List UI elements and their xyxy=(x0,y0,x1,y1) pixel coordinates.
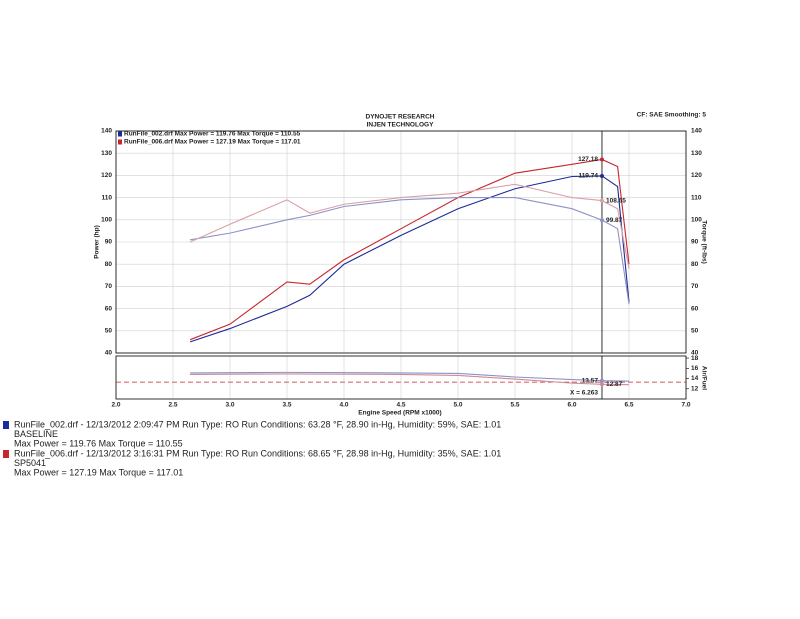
marker-dot xyxy=(599,382,604,387)
y-tick-label: 40 xyxy=(105,350,113,357)
y2-tick-label: 100 xyxy=(691,217,702,224)
x-tick-label: 2.0 xyxy=(111,402,120,409)
marker-label: 108.65 xyxy=(606,197,626,204)
y2-tick-label: 130 xyxy=(691,150,702,157)
y2-tick-label: 70 xyxy=(691,283,699,290)
run-max: Max Power = 127.19 Max Torque = 117.01 xyxy=(14,467,183,477)
afr-axis-label: Air/Fuel xyxy=(700,366,707,390)
marker-label: 99.87 xyxy=(606,217,623,224)
y2-tick-label: 40 xyxy=(691,350,699,357)
marker-dot xyxy=(599,378,604,383)
run-header: RunFile_006.drf - 12/13/2012 3:16:31 PM … xyxy=(14,448,501,458)
run-max: Max Power = 119.76 Max Torque = 110.55 xyxy=(14,438,183,448)
marker-label: 12.87 xyxy=(606,381,623,388)
plot-frame xyxy=(115,130,687,354)
y2-axis-label: Torque (ft-lbs) xyxy=(700,220,707,264)
legend-entry: RunFile_002.drf Max Power = 119.76 Max T… xyxy=(124,131,301,138)
x-tick-label: 3.5 xyxy=(282,402,291,409)
x-tick-label: 5.0 xyxy=(453,402,462,409)
series-line xyxy=(189,183,630,269)
y2-tick-label: 110 xyxy=(691,194,702,201)
marker-dot xyxy=(599,198,604,203)
y2-tick-label: 120 xyxy=(691,172,702,179)
chart-subtitle: INJEN TECHNOLOGY xyxy=(367,122,434,129)
y-tick-label: 90 xyxy=(105,239,113,246)
x-axis-label: Engine Speed (RPM x1000) xyxy=(358,410,441,417)
y-tick-label: 12 xyxy=(691,385,699,392)
x-tick-label: 6.5 xyxy=(624,402,633,409)
legend-swatch xyxy=(118,131,122,137)
y-tick-label: 80 xyxy=(105,261,113,268)
series-line xyxy=(190,373,630,386)
y-tick-label: 110 xyxy=(102,194,113,201)
y2-tick-label: 90 xyxy=(691,239,699,246)
y-tick-label: 120 xyxy=(101,172,112,179)
y-tick-label: 100 xyxy=(101,217,112,224)
y-tick-label: 50 xyxy=(105,328,113,335)
chart-title: DYNOJET RESEARCH xyxy=(366,114,435,121)
marker-dot xyxy=(599,173,604,178)
marker-dot xyxy=(599,157,604,162)
legend-swatch xyxy=(118,139,122,145)
x-tick-label: 7.0 xyxy=(681,402,690,409)
y-axis-label: Power (hp) xyxy=(94,225,101,259)
cursor-label: X = 6.263 xyxy=(570,390,598,397)
y-tick-label: 130 xyxy=(101,150,112,157)
y-tick-label: 16 xyxy=(691,365,699,372)
x-tick-label: 6.0 xyxy=(567,402,576,409)
run-name: SP5041 xyxy=(14,458,46,468)
y-tick-label: 60 xyxy=(105,305,113,312)
marker-label: 119.74 xyxy=(578,173,598,180)
y-tick-label: 70 xyxy=(105,283,113,290)
y-tick-label: 18 xyxy=(691,355,699,362)
y2-tick-label: 80 xyxy=(691,261,699,268)
series-line xyxy=(189,158,630,341)
x-tick-label: 4.0 xyxy=(339,402,348,409)
y-tick-label: 14 xyxy=(691,375,699,382)
y2-tick-label: 50 xyxy=(691,328,699,335)
run-name: BASELINE xyxy=(14,429,58,439)
run-swatch xyxy=(3,421,9,429)
y2-tick-label: 140 xyxy=(691,128,702,135)
y-tick-label: 140 xyxy=(101,128,112,135)
x-tick-label: 4.5 xyxy=(396,402,405,409)
marker-dot xyxy=(599,218,604,223)
settings-label: CF: SAE Smoothing: 5 xyxy=(637,112,707,119)
run-swatch xyxy=(3,450,9,458)
y2-tick-label: 60 xyxy=(691,305,699,312)
legend-entry: RunFile_006.drf Max Power = 127.19 Max T… xyxy=(124,139,301,146)
series-line xyxy=(189,175,630,343)
plot-frame xyxy=(115,355,687,400)
x-tick-label: 2.5 xyxy=(168,402,177,409)
series-line xyxy=(190,197,630,305)
run-header: RunFile_002.drf - 12/13/2012 2:09:47 PM … xyxy=(14,419,501,429)
marker-label: 127.18 xyxy=(578,156,598,163)
series-line xyxy=(190,371,630,382)
x-tick-label: 3.0 xyxy=(225,402,234,409)
x-tick-label: 5.5 xyxy=(510,402,519,409)
marker-label: 13.57 xyxy=(582,377,599,384)
